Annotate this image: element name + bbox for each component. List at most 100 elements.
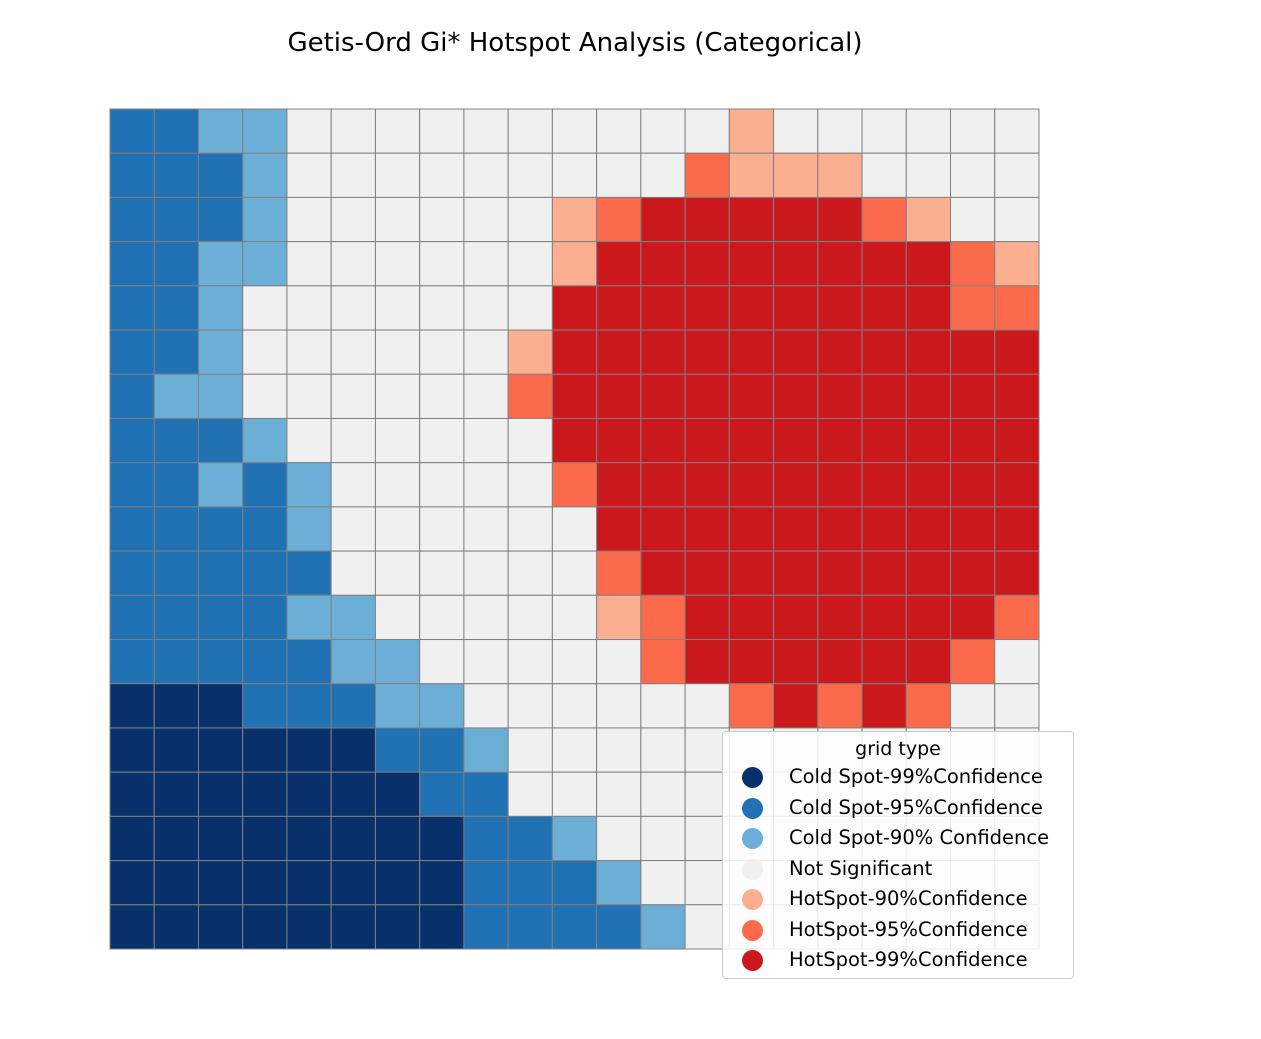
heatmap-cell-r16-c0 bbox=[109, 815, 155, 862]
heatmap-cell-r3-c20 bbox=[994, 241, 1040, 287]
heatmap-cell-r1-c7 bbox=[419, 152, 465, 198]
heatmap-cell-r12-c7 bbox=[419, 639, 465, 685]
heatmap-cell-r16-c2 bbox=[197, 815, 244, 862]
heatmap-cell-r1-c15 bbox=[773, 152, 819, 198]
heatmap-cell-r1-c20 bbox=[994, 152, 1040, 198]
heatmap-cell-r14-c0 bbox=[109, 727, 155, 773]
heatmap-cell-r4-c10 bbox=[551, 285, 598, 331]
heatmap-cell-r10-c18 bbox=[905, 550, 952, 596]
heatmap-cell-r6-c17 bbox=[861, 373, 907, 419]
heatmap-cell-r7-c7 bbox=[419, 417, 465, 464]
heatmap-cell-r11-c0 bbox=[109, 594, 155, 641]
heatmap-cell-r8-c13 bbox=[684, 462, 730, 508]
heatmap-cell-r2-c10 bbox=[551, 196, 598, 243]
heatmap-cell-r10-c9 bbox=[507, 550, 553, 596]
heatmap-cell-r7-c3 bbox=[242, 417, 288, 464]
heatmap-cell-r11-c14 bbox=[728, 594, 775, 641]
heatmap-cell-r4-c17 bbox=[861, 285, 907, 331]
heatmap-cell-r3-c16 bbox=[817, 241, 863, 287]
heatmap-cell-r12-c10 bbox=[551, 639, 598, 685]
heatmap-cell-r10-c19 bbox=[950, 550, 996, 596]
heatmap-cell-r1-c4 bbox=[286, 152, 332, 198]
heatmap-cell-r5-c9 bbox=[507, 329, 553, 375]
heatmap-cell-r12-c1 bbox=[153, 639, 199, 685]
heatmap-cell-r8-c2 bbox=[197, 462, 244, 508]
heatmap-cell-r16-c4 bbox=[286, 815, 332, 862]
heatmap-cell-r7-c15 bbox=[773, 417, 819, 464]
heatmap-cell-r5-c13 bbox=[684, 329, 730, 375]
heatmap-cell-r10-c1 bbox=[153, 550, 199, 596]
heatmap-cell-r5-c16 bbox=[817, 329, 863, 375]
heatmap-cell-r4-c12 bbox=[640, 285, 686, 331]
legend-label-cold-90: Cold Spot-90% Confidence bbox=[789, 826, 1050, 849]
heatmap-cell-r5-c6 bbox=[374, 329, 421, 375]
heatmap-cell-r6-c1 bbox=[153, 373, 199, 419]
heatmap-cell-r2-c15 bbox=[773, 196, 819, 243]
heatmap-cell-r4-c0 bbox=[109, 285, 155, 331]
heatmap-cell-r3-c2 bbox=[197, 241, 244, 287]
heatmap-cell-r10-c0 bbox=[109, 550, 155, 596]
heatmap-cell-r0-c5 bbox=[330, 108, 376, 154]
heatmap-cell-r13-c2 bbox=[197, 683, 244, 729]
heatmap-cell-r13-c18 bbox=[905, 683, 952, 729]
heatmap-cell-r14-c1 bbox=[153, 727, 199, 773]
heatmap-cell-r0-c16 bbox=[817, 108, 863, 154]
heatmap-cell-r0-c12 bbox=[640, 108, 686, 154]
heatmap-cell-r11-c4 bbox=[286, 594, 332, 641]
heatmap-cell-r13-c5 bbox=[330, 683, 376, 729]
heatmap-cell-r8-c12 bbox=[640, 462, 686, 508]
heatmap-cell-r14-c10 bbox=[551, 727, 598, 773]
heatmap-cell-r2-c12 bbox=[640, 196, 686, 243]
heatmap-cell-r13-c8 bbox=[463, 683, 509, 729]
heatmap-cell-r1-c3 bbox=[242, 152, 288, 198]
heatmap-cell-r2-c2 bbox=[197, 196, 244, 243]
heatmap-cell-r10-c8 bbox=[463, 550, 509, 596]
heatmap-cell-r11-c12 bbox=[640, 594, 686, 641]
heatmap-cell-r12-c2 bbox=[197, 639, 244, 685]
heatmap-cell-r9-c5 bbox=[330, 506, 376, 552]
heatmap-cell-r2-c5 bbox=[330, 196, 376, 243]
heatmap-cell-r9-c14 bbox=[728, 506, 775, 552]
heatmap-cell-r6-c20 bbox=[994, 373, 1040, 419]
heatmap-cell-r15-c9 bbox=[507, 771, 553, 817]
heatmap-cell-r14-c4 bbox=[286, 727, 332, 773]
heatmap-cell-r10-c16 bbox=[817, 550, 863, 596]
heatmap-cell-r11-c1 bbox=[153, 594, 199, 641]
heatmap-cell-r14-c9 bbox=[507, 727, 553, 773]
heatmap-cell-r14-c7 bbox=[419, 727, 465, 773]
heatmap-cell-r18-c8 bbox=[463, 904, 509, 950]
heatmap-cell-r0-c6 bbox=[374, 108, 421, 154]
heatmap-cell-r6-c18 bbox=[905, 373, 952, 419]
heatmap-cell-r10-c2 bbox=[197, 550, 244, 596]
heatmap-cell-r16-c10 bbox=[551, 815, 598, 862]
heatmap-cell-r9-c2 bbox=[197, 506, 244, 552]
heatmap-cell-r13-c20 bbox=[994, 683, 1040, 729]
heatmap-cell-r1-c16 bbox=[817, 152, 863, 198]
heatmap-cell-r1-c14 bbox=[728, 152, 775, 198]
heatmap-cell-r1-c12 bbox=[640, 152, 686, 198]
legend-item-hot-99: HotSpot-99%Confidence bbox=[723, 945, 1073, 976]
heatmap-cell-r15-c0 bbox=[109, 771, 155, 817]
heatmap-cell-r12-c0 bbox=[109, 639, 155, 685]
heatmap-cell-r9-c6 bbox=[374, 506, 421, 552]
heatmap-cell-r7-c1 bbox=[153, 417, 199, 464]
heatmap-cell-r6-c10 bbox=[551, 373, 598, 419]
heatmap-cell-r13-c14 bbox=[728, 683, 775, 729]
heatmap-cell-r13-c0 bbox=[109, 683, 155, 729]
heatmap-cell-r2-c7 bbox=[419, 196, 465, 243]
legend-swatch-hot-99 bbox=[742, 950, 763, 971]
heatmap-cell-r10-c5 bbox=[330, 550, 376, 596]
heatmap-cell-r6-c4 bbox=[286, 373, 332, 419]
heatmap-cell-r3-c19 bbox=[950, 241, 996, 287]
heatmap-cell-r2-c19 bbox=[950, 196, 996, 243]
heatmap-cell-r6-c12 bbox=[640, 373, 686, 419]
heatmap-cell-r4-c9 bbox=[507, 285, 553, 331]
heatmap-cell-r5-c1 bbox=[153, 329, 199, 375]
heatmap-cell-r13-c10 bbox=[551, 683, 598, 729]
heatmap-cell-r12-c4 bbox=[286, 639, 332, 685]
heatmap-cell-r7-c10 bbox=[551, 417, 598, 464]
heatmap-cell-r9-c17 bbox=[861, 506, 907, 552]
heatmap-cell-r4-c8 bbox=[463, 285, 509, 331]
heatmap-cell-r2-c14 bbox=[728, 196, 775, 243]
heatmap-cell-r7-c4 bbox=[286, 417, 332, 464]
